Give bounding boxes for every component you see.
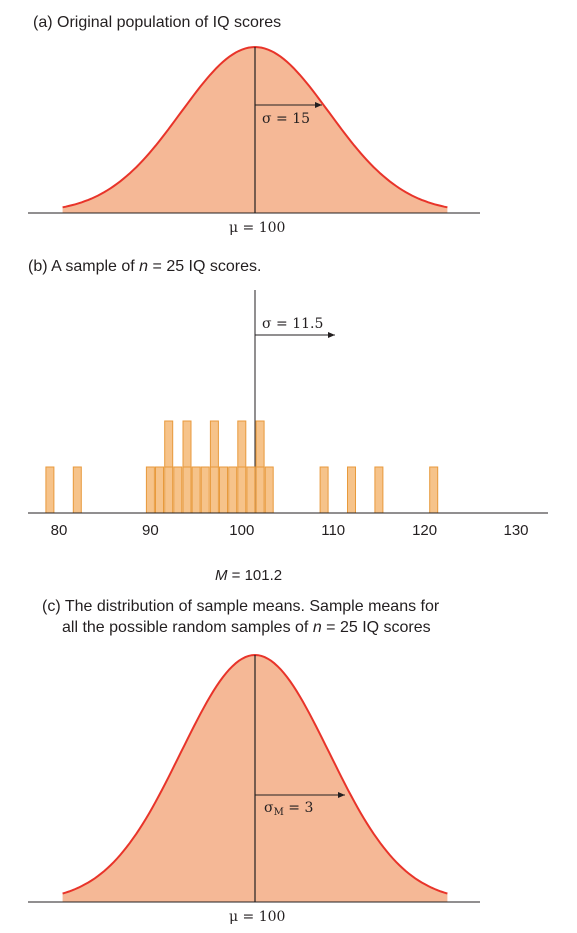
panel-c-title-line2-n: n bbox=[313, 619, 322, 636]
x-tick-label: 120 bbox=[412, 522, 437, 539]
x-tick-label: 90 bbox=[142, 522, 159, 539]
sample-score-bar bbox=[228, 466, 238, 514]
sample-score-bar bbox=[255, 420, 265, 468]
x-tick-label: 80 bbox=[51, 522, 68, 539]
sample-score-bar bbox=[429, 466, 439, 514]
x-tick-label: 130 bbox=[503, 522, 528, 539]
sample-score-bar bbox=[374, 466, 384, 514]
panel-b-bars bbox=[45, 420, 439, 514]
panel-c: (c) The distribution of sample means. Sa… bbox=[28, 598, 480, 925]
sample-score-bar bbox=[264, 466, 274, 514]
sample-score-bar bbox=[219, 466, 228, 514]
sample-score-bar bbox=[173, 466, 183, 514]
panel-b-mean-symbol: M bbox=[215, 567, 228, 584]
panel-c-arrowhead bbox=[338, 792, 345, 798]
panel-c-title-line2-suffix: = 25 IQ scores bbox=[322, 619, 431, 636]
panel-a-title: (a) Original population of IQ scores bbox=[33, 14, 281, 31]
panel-c-title-line1: (c) The distribution of sample means. Sa… bbox=[42, 598, 440, 615]
sample-score-bar bbox=[237, 420, 247, 468]
panel-b-title-suffix: = 25 IQ scores. bbox=[148, 258, 261, 275]
panel-b-mean-value: = 101.2 bbox=[228, 567, 283, 584]
panel-b-ticks: 80 90 100 110 120 130 bbox=[51, 522, 529, 539]
sample-score-bar bbox=[209, 420, 219, 468]
panel-b-sigma-label: σ = 11.5 bbox=[262, 316, 323, 332]
x-tick-label: 100 bbox=[229, 522, 254, 539]
panel-c-sigma-value: = 3 bbox=[284, 800, 314, 816]
panel-c-title-line2: all the possible random samples of n = 2… bbox=[62, 619, 431, 636]
x-tick-label: 110 bbox=[321, 522, 345, 539]
sample-score-bar bbox=[164, 466, 174, 514]
panel-c-sigma-label: σM = 3 bbox=[264, 800, 313, 818]
panel-b-title-n: n bbox=[139, 258, 148, 275]
sample-score-bar bbox=[209, 466, 219, 514]
panel-b-title: (b) A sample of n = 25 IQ scores. bbox=[28, 258, 261, 275]
panel-b-mean-label: M = 101.2 bbox=[215, 567, 282, 584]
sample-score-bar bbox=[145, 466, 155, 514]
sample-score-bar bbox=[319, 466, 329, 514]
sample-score-bar bbox=[237, 466, 247, 514]
panel-a-sigma-label: σ = 15 bbox=[262, 111, 310, 127]
sample-score-bar bbox=[155, 466, 164, 514]
sample-score-bar bbox=[347, 466, 356, 514]
sample-score-bar bbox=[182, 466, 192, 514]
sample-score-bar bbox=[200, 466, 210, 514]
sample-score-bar bbox=[191, 466, 201, 514]
panel-b-arrowhead bbox=[328, 332, 335, 338]
panel-b: (b) A sample of n = 25 IQ scores. σ = 11… bbox=[28, 258, 548, 584]
panel-a-arrowhead bbox=[315, 102, 322, 108]
panel-c-sigma-symbol: σ bbox=[264, 800, 274, 816]
sample-score-bar bbox=[164, 420, 174, 468]
sample-score-bar bbox=[45, 466, 55, 514]
sample-score-bar bbox=[255, 466, 265, 514]
panel-a-mu-label: μ = 100 bbox=[229, 220, 285, 236]
panel-c-title-line2-prefix: all the possible random samples of bbox=[62, 619, 309, 636]
sample-score-bar bbox=[182, 420, 192, 468]
sample-score-bar bbox=[246, 466, 256, 514]
panel-b-title-prefix: (b) A sample of bbox=[28, 258, 135, 275]
sample-score-bar bbox=[72, 466, 82, 514]
panel-c-sigma-sub: M bbox=[274, 807, 284, 818]
panel-c-mu-label: μ = 100 bbox=[229, 909, 285, 925]
panel-a: (a) Original population of IQ scores σ =… bbox=[28, 14, 480, 236]
